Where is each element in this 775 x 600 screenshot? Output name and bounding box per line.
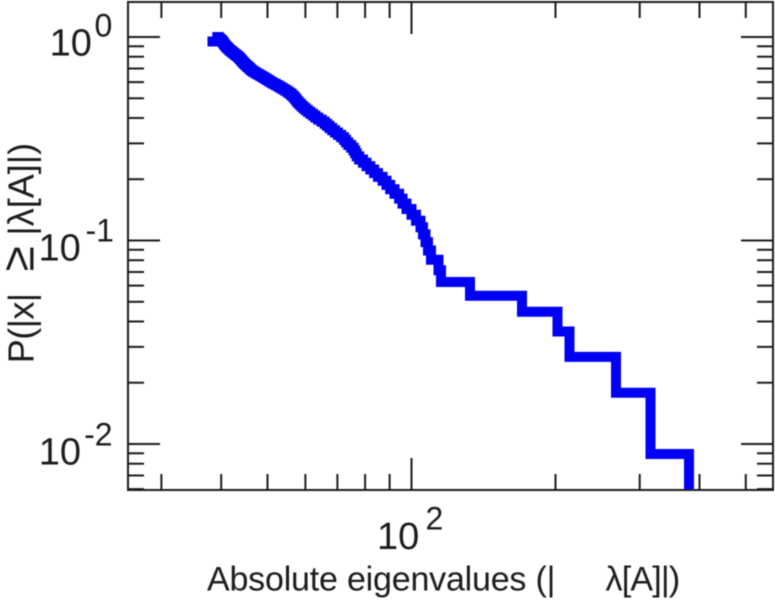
svg-text:P(|x|: P(|x|	[1, 293, 42, 363]
svg-text:-2: -2	[84, 417, 112, 453]
svg-text:λ[A]|): λ[A]|)	[606, 560, 680, 598]
svg-text:Absolute eigenvalues (|: Absolute eigenvalues (|	[207, 560, 555, 598]
svg-text:10: 10	[50, 22, 92, 64]
svg-text:-1: -1	[86, 213, 114, 249]
svg-text:10: 10	[39, 431, 81, 473]
svg-text:0: 0	[95, 8, 113, 44]
svg-text:≥: ≥	[0, 246, 44, 271]
svg-text:2: 2	[426, 501, 444, 537]
svg-text:10: 10	[39, 227, 81, 269]
svg-text:10: 10	[377, 516, 419, 558]
svg-text:|λ[A]|): |λ[A]|)	[1, 143, 42, 236]
